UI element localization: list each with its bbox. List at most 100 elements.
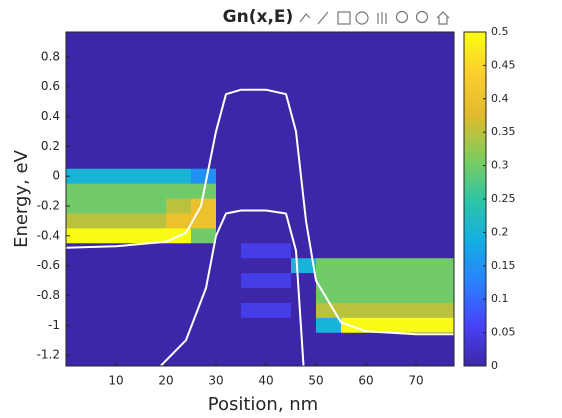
heat-cell — [241, 168, 267, 184]
colorbar-step — [464, 340, 486, 345]
heat-cell — [66, 347, 92, 363]
heat-cell — [341, 183, 367, 199]
heat-cell — [341, 94, 367, 110]
tool-insert[interactable] — [337, 11, 351, 25]
heat-cell — [341, 79, 367, 95]
heat-cell — [316, 168, 342, 184]
heat-cell — [366, 64, 392, 80]
colorbar-step — [464, 107, 486, 111]
heat-cell — [191, 332, 217, 348]
heat-cell — [366, 34, 392, 50]
heat-cell — [416, 49, 442, 65]
heat-cell — [191, 258, 217, 274]
heat-cell — [66, 34, 92, 50]
heat-cell — [366, 347, 392, 363]
colorbar-step — [464, 327, 486, 331]
heat-cell — [166, 64, 192, 80]
colorbar-step — [464, 179, 486, 183]
heat-cell — [391, 332, 417, 348]
heat-cell — [366, 228, 392, 244]
heat-cell — [241, 213, 267, 229]
curves — [66, 88, 454, 366]
colorbar-step — [464, 332, 486, 336]
colorbar-step — [464, 84, 486, 89]
heat-cell — [166, 258, 192, 274]
heat-cell — [216, 168, 242, 184]
heat-cell — [166, 34, 192, 50]
heat-cell — [141, 64, 167, 80]
heat-cell — [291, 302, 317, 319]
heat-cell — [166, 49, 192, 65]
heat-cell — [341, 288, 367, 304]
heat-cell — [291, 228, 317, 244]
heat-cell — [266, 243, 292, 259]
tool-zoom-in[interactable] — [395, 10, 409, 24]
colorbar-step — [464, 346, 486, 350]
heat-cell — [166, 138, 192, 155]
colorbar-step — [464, 271, 486, 275]
colorbar-step — [464, 59, 486, 64]
tool-brush[interactable] — [317, 11, 329, 25]
heat-cell — [366, 317, 392, 334]
heat-cell — [241, 288, 267, 304]
heat-cell — [291, 273, 317, 289]
heat-cell — [216, 258, 242, 274]
heat-cell — [366, 258, 392, 274]
heat-cell — [141, 347, 167, 363]
heat-cell — [441, 168, 454, 184]
heat-cell — [66, 49, 92, 65]
heat-cell — [116, 243, 142, 259]
tool-datatip[interactable] — [299, 13, 311, 23]
heat-cell — [216, 347, 242, 363]
heat-cell — [291, 34, 317, 50]
heat-cell — [266, 138, 292, 155]
colorbar-step — [464, 224, 486, 228]
heat-cell — [266, 347, 292, 363]
x-tick-label: 40 — [258, 374, 273, 388]
tool-rotate[interactable] — [355, 11, 369, 25]
colorbar-step — [464, 37, 486, 41]
heat-cell — [66, 317, 92, 334]
heat-cell — [191, 109, 217, 125]
heat-cell — [391, 138, 417, 155]
tool-home[interactable] — [436, 11, 450, 25]
heat-cell — [191, 302, 217, 319]
toolbar[interactable] — [298, 10, 450, 25]
heat-cell — [91, 79, 117, 95]
colorbar-step — [464, 226, 486, 231]
colorbar-step — [464, 123, 486, 128]
y-tick-label: -1 — [48, 318, 60, 332]
colorbar-step — [464, 352, 486, 356]
colorbar-step — [464, 165, 486, 169]
heat-cell — [191, 123, 217, 140]
tool-pan[interactable] — [377, 12, 387, 24]
colorbar-step — [464, 134, 486, 139]
colorbar-step — [464, 171, 486, 175]
heat-cell — [266, 273, 292, 289]
tool-zoom-out[interactable] — [415, 10, 429, 24]
heat-cell — [416, 168, 442, 184]
colorbar-tick-label: 0.15 — [491, 259, 516, 272]
heat-cell — [316, 228, 342, 244]
heat-cell — [341, 258, 367, 274]
plot-frame — [65, 31, 455, 367]
heat-cell — [66, 94, 92, 110]
colorbar-step — [464, 274, 486, 278]
heat-cell — [416, 273, 442, 289]
colorbar-step — [464, 68, 486, 72]
heat-cell — [216, 243, 242, 259]
heat-cell — [366, 183, 392, 199]
colorbar-step — [464, 109, 486, 114]
heat-cell — [366, 302, 392, 319]
colorbar-step — [464, 154, 486, 158]
heat-cell — [216, 138, 242, 155]
heat-cell — [66, 228, 92, 244]
heat-cell — [216, 332, 242, 348]
colorbar-step — [464, 132, 486, 136]
colorbar-step — [464, 140, 486, 144]
heat-cell — [66, 243, 92, 259]
colorbar-step — [464, 151, 486, 155]
heat-cell — [166, 332, 192, 348]
heat-cell — [191, 213, 217, 229]
heat-cell — [266, 198, 292, 214]
